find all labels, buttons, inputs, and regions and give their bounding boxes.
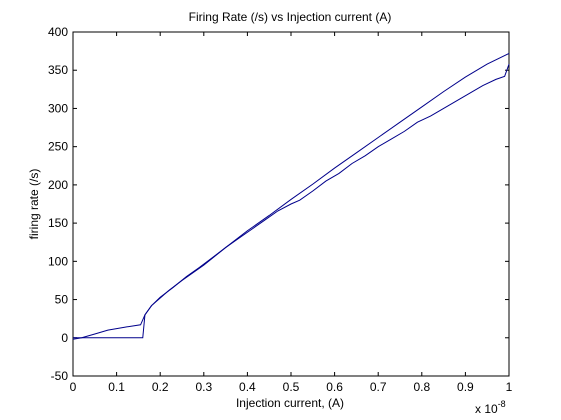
- series-line-2: [72, 63, 510, 340]
- x-exponent-power: -8: [498, 399, 506, 409]
- y-tick-label: 50: [55, 293, 69, 307]
- y-tick-label: 0: [61, 331, 68, 345]
- x-tick-label: 0.9: [457, 380, 474, 394]
- y-tick-label: 400: [48, 25, 68, 39]
- x-tick-label: 0.8: [413, 380, 430, 394]
- y-tick-label: -50: [51, 369, 69, 383]
- x-tick-label: 0.3: [195, 380, 212, 394]
- x-tick-label: 0.4: [239, 380, 256, 394]
- x-tick-label: 0.2: [152, 380, 169, 394]
- y-tick-label: 200: [48, 178, 68, 192]
- x-axis-label: Injection current, (A): [236, 396, 344, 410]
- x-axis-exponent: x 10-8: [475, 399, 506, 416]
- x-tick-label: 1: [506, 380, 513, 394]
- y-tick-label: 250: [48, 140, 68, 154]
- plot-area: 0 0.1 0.2 0.3 0.4 0.5 0.6 0.7 0.8 0.9 1-5005010015…: [48, 25, 513, 394]
- y-tick-label: 350: [48, 63, 68, 77]
- y-tick-label: 150: [48, 216, 68, 230]
- x-exponent-base: x 10: [475, 402, 498, 416]
- y-tick-label: 100: [48, 254, 68, 268]
- x-tick-label: 0: [70, 380, 77, 394]
- axis-ticks: 0 0.1 0.2 0.3 0.4 0.5 0.6 0.7 0.8 0.9 1-5005010015…: [48, 25, 513, 394]
- x-tick-label: 0.7: [370, 380, 387, 394]
- y-axis-label: firing rate (/s): [27, 169, 41, 240]
- data-lines: [72, 52, 510, 340]
- x-tick-label: 0.6: [326, 380, 343, 394]
- chart-title: Firing Rate (/s) vs Injection current (A…: [189, 10, 392, 24]
- x-tick-label: 0.5: [283, 380, 300, 394]
- x-tick-label: 0.1: [108, 380, 125, 394]
- y-tick-label: 300: [48, 101, 68, 115]
